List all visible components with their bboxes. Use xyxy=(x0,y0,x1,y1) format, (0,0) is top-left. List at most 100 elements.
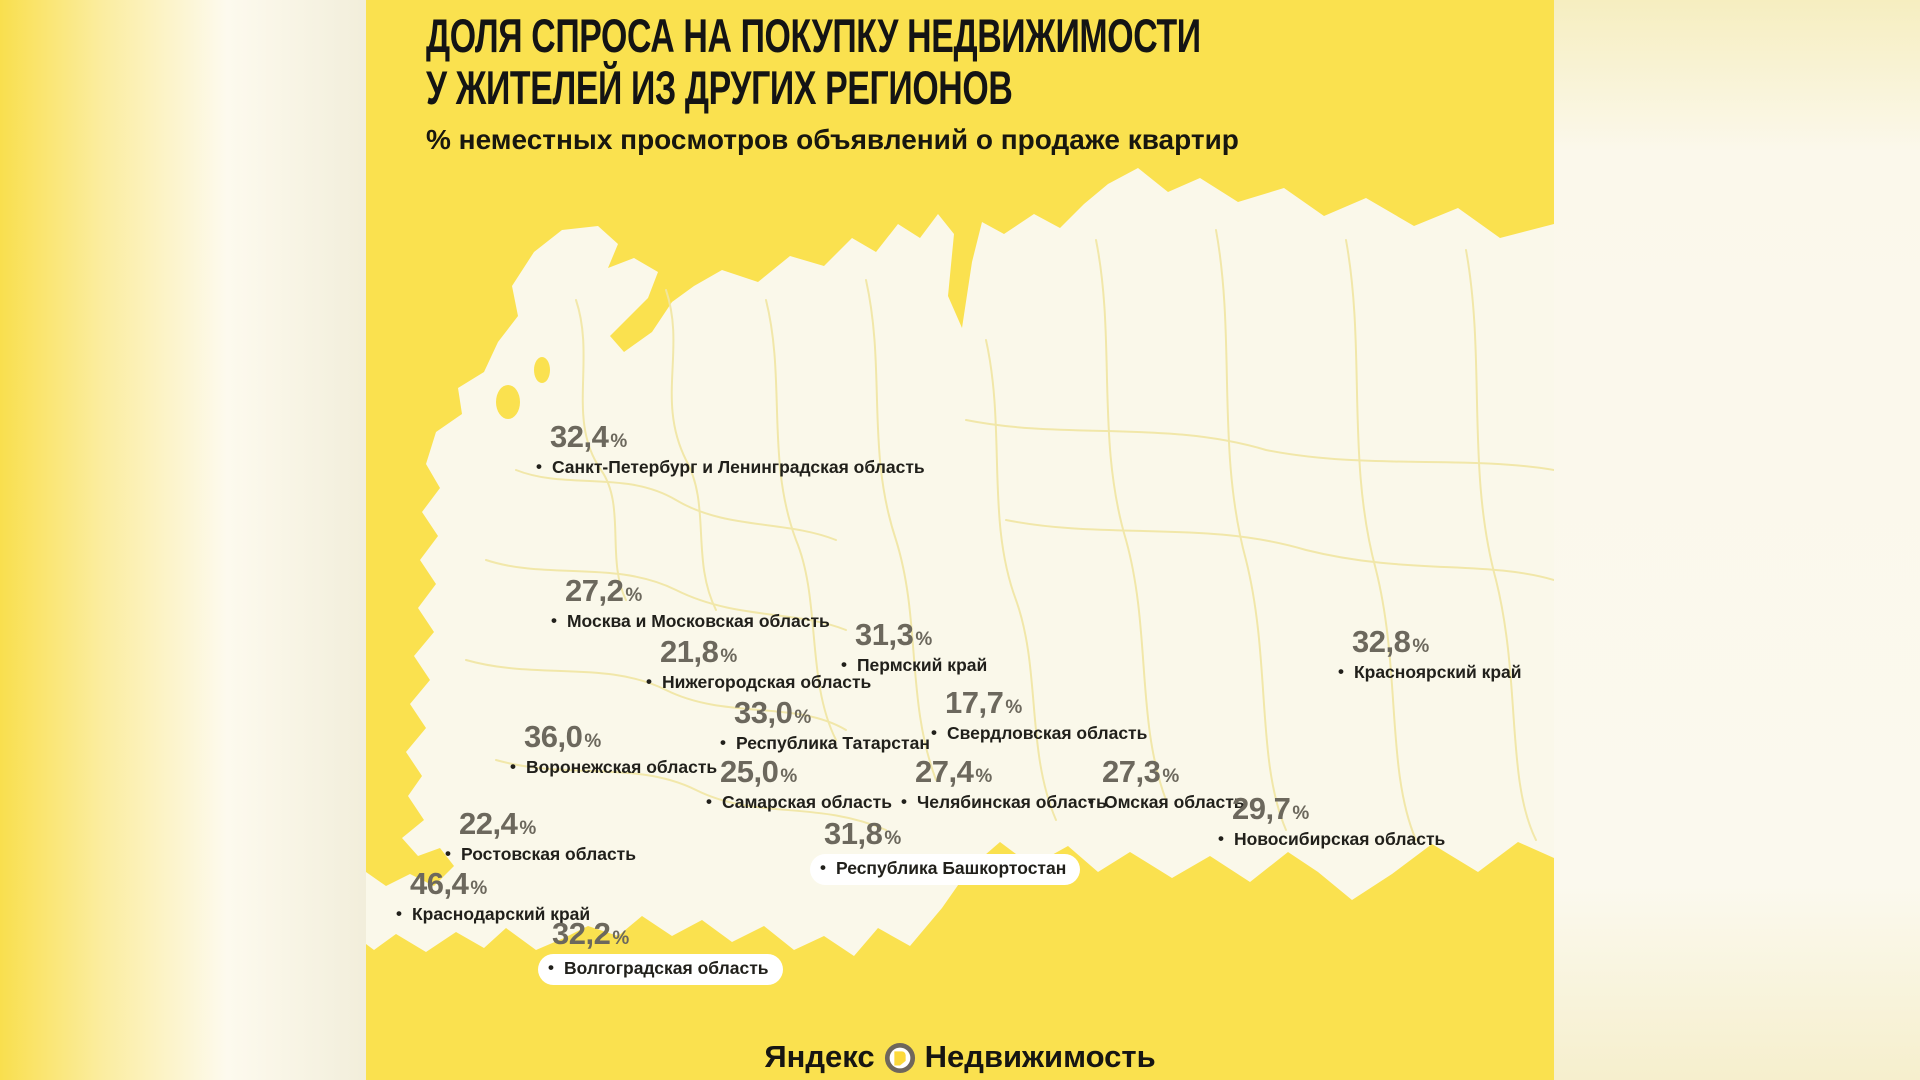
percent-sign: % xyxy=(884,828,901,849)
region-value: 32,8% xyxy=(1352,624,1429,659)
bullet-icon: • xyxy=(1338,662,1344,682)
region-name: Новосибирская область xyxy=(1233,828,1446,849)
russia-landmass xyxy=(366,168,1554,956)
region-value: 36,0% xyxy=(524,719,601,754)
region-value: 27,3% xyxy=(1102,754,1179,789)
region-value: 32,2% xyxy=(552,916,629,951)
percent-sign: % xyxy=(584,731,601,752)
region-label: 27,4% • Челябинская область xyxy=(901,754,1107,813)
region-name: Республика Татарстан xyxy=(735,732,930,753)
bullet-icon: • xyxy=(510,757,516,777)
bullet-icon: • xyxy=(1088,792,1094,812)
region-value: 22,4% xyxy=(459,806,536,841)
region-name-row: • Омская область xyxy=(1088,792,1245,813)
region-name-row: • Санкт-Петербург и Ленинградская область xyxy=(536,457,925,478)
region-value: 27,4% xyxy=(915,754,992,789)
percent-sign: % xyxy=(612,928,629,949)
region-label: 36,0% • Воронежская область xyxy=(510,719,717,778)
region-name: Воронежская область xyxy=(525,756,718,777)
region-label: 32,2% • Волгоградская область xyxy=(538,916,783,985)
bullet-icon: • xyxy=(820,858,826,878)
lake-shape xyxy=(534,357,550,383)
region-label: 32,4% • Санкт-Петербург и Ленинградская об… xyxy=(536,419,925,478)
region-name: Нижегородская область xyxy=(661,671,872,692)
region-label: 29,7% • Новосибирская область xyxy=(1218,791,1446,850)
region-name-row: • Свердловская область xyxy=(931,723,1147,744)
bullet-icon: • xyxy=(396,904,402,924)
percent-sign: % xyxy=(1005,697,1022,718)
bullet-icon: • xyxy=(706,792,712,812)
region-name-row: • Красноярский край xyxy=(1338,662,1522,683)
region-name: Москва и Московская область xyxy=(566,610,830,631)
region-name: Самарская область xyxy=(721,791,892,812)
bullet-icon: • xyxy=(548,958,554,978)
region-value: 25,0% xyxy=(720,754,797,789)
region-label: 27,2% • Москва и Московская область xyxy=(551,574,830,632)
blurred-right-edge xyxy=(1554,0,1920,1080)
region-value: 21,8% xyxy=(660,634,737,669)
brand-footer: Яндекс Недвижимость xyxy=(366,1038,1554,1074)
region-name-row: • Краснодарский край xyxy=(396,904,590,925)
region-name-row: • Челябинская область xyxy=(901,792,1107,813)
region-value: 32,4% xyxy=(550,419,627,454)
percent-sign: % xyxy=(610,431,627,452)
bullet-icon: • xyxy=(901,792,907,812)
region-label: 21,8% • Нижегородская область xyxy=(646,634,871,693)
bullet-icon: • xyxy=(841,655,847,675)
region-name-row: • Республика Башкортостан xyxy=(810,853,1081,885)
region-name-row: • Республика Татарстан xyxy=(720,733,930,754)
russia-map xyxy=(366,168,1554,956)
region-name-row: • Нижегородская область xyxy=(646,672,871,693)
region-name-row: • Самарская область xyxy=(706,792,892,813)
region-label: 22,4% • Ростовская область xyxy=(445,806,636,865)
region-value: 33,0% xyxy=(734,695,811,730)
yandex-realty-circle-icon xyxy=(884,1042,916,1074)
bullet-icon: • xyxy=(720,733,726,753)
region-name-row: • Ростовская область xyxy=(445,844,636,865)
percent-sign: % xyxy=(794,707,811,728)
region-label: 31,8% • Республика Башкортостан xyxy=(810,816,1081,885)
region-name: Омская область xyxy=(1103,791,1245,812)
bullet-icon: • xyxy=(931,723,937,743)
percent-sign: % xyxy=(1412,636,1429,657)
region-value: 29,7% xyxy=(1232,791,1309,826)
bullet-icon: • xyxy=(445,844,451,864)
region-name: Волгоградская область xyxy=(563,957,769,978)
bullet-icon: • xyxy=(536,457,542,477)
region-label: 25,0% • Самарская область xyxy=(706,754,892,813)
region-label: 32,8% • Красноярский край xyxy=(1338,624,1522,683)
bullet-icon: • xyxy=(646,672,652,692)
region-name-row: • Москва и Московская область xyxy=(551,611,830,632)
region-value: 31,3% xyxy=(855,617,932,652)
percent-sign: % xyxy=(915,629,932,650)
percent-sign: % xyxy=(519,818,536,839)
percent-sign: % xyxy=(470,878,487,899)
region-value: 31,8% xyxy=(824,816,901,851)
page-title-line1: ДОЛЯ СПРОСА НА ПОКУПКУ НЕДВИЖИМОСТИ xyxy=(426,9,1201,62)
region-name-row: • Воронежская область xyxy=(510,757,717,778)
region-value: 46,4% xyxy=(410,866,487,901)
percent-sign: % xyxy=(720,646,737,667)
percent-sign: % xyxy=(1162,766,1179,787)
region-label: 17,7% • Свердловская область xyxy=(931,686,1147,744)
region-name: Свердловская область xyxy=(946,722,1148,743)
page-title-line2: У ЖИТЕЛЕЙ ИЗ ДРУГИХ РЕГИОНОВ xyxy=(426,61,1013,114)
region-name: Краснодарский край xyxy=(411,903,591,924)
region-name: Санкт-Петербург и Ленинградская область xyxy=(551,456,925,477)
blurred-left-edge xyxy=(0,0,366,1080)
region-name: Ростовская область xyxy=(460,843,637,864)
brand-yandex-label: Яндекс xyxy=(764,1038,875,1074)
percent-sign: % xyxy=(780,766,797,787)
bullet-icon: • xyxy=(1218,829,1224,849)
region-name: Республика Башкортостан xyxy=(835,857,1067,878)
lake-shape xyxy=(496,385,520,419)
region-label: 33,0% • Республика Татарстан xyxy=(720,695,930,754)
region-borders xyxy=(465,229,1554,841)
page-subtitle: % неместных просмотров объявлений о прод… xyxy=(426,124,1239,155)
region-name-row: • Волгоградская область xyxy=(538,953,783,985)
bullet-icon: • xyxy=(551,611,557,631)
region-label: 27,3% • Омская область xyxy=(1088,754,1245,813)
region-name: Челябинская область xyxy=(916,791,1107,812)
region-name: Пермский край xyxy=(856,654,988,675)
